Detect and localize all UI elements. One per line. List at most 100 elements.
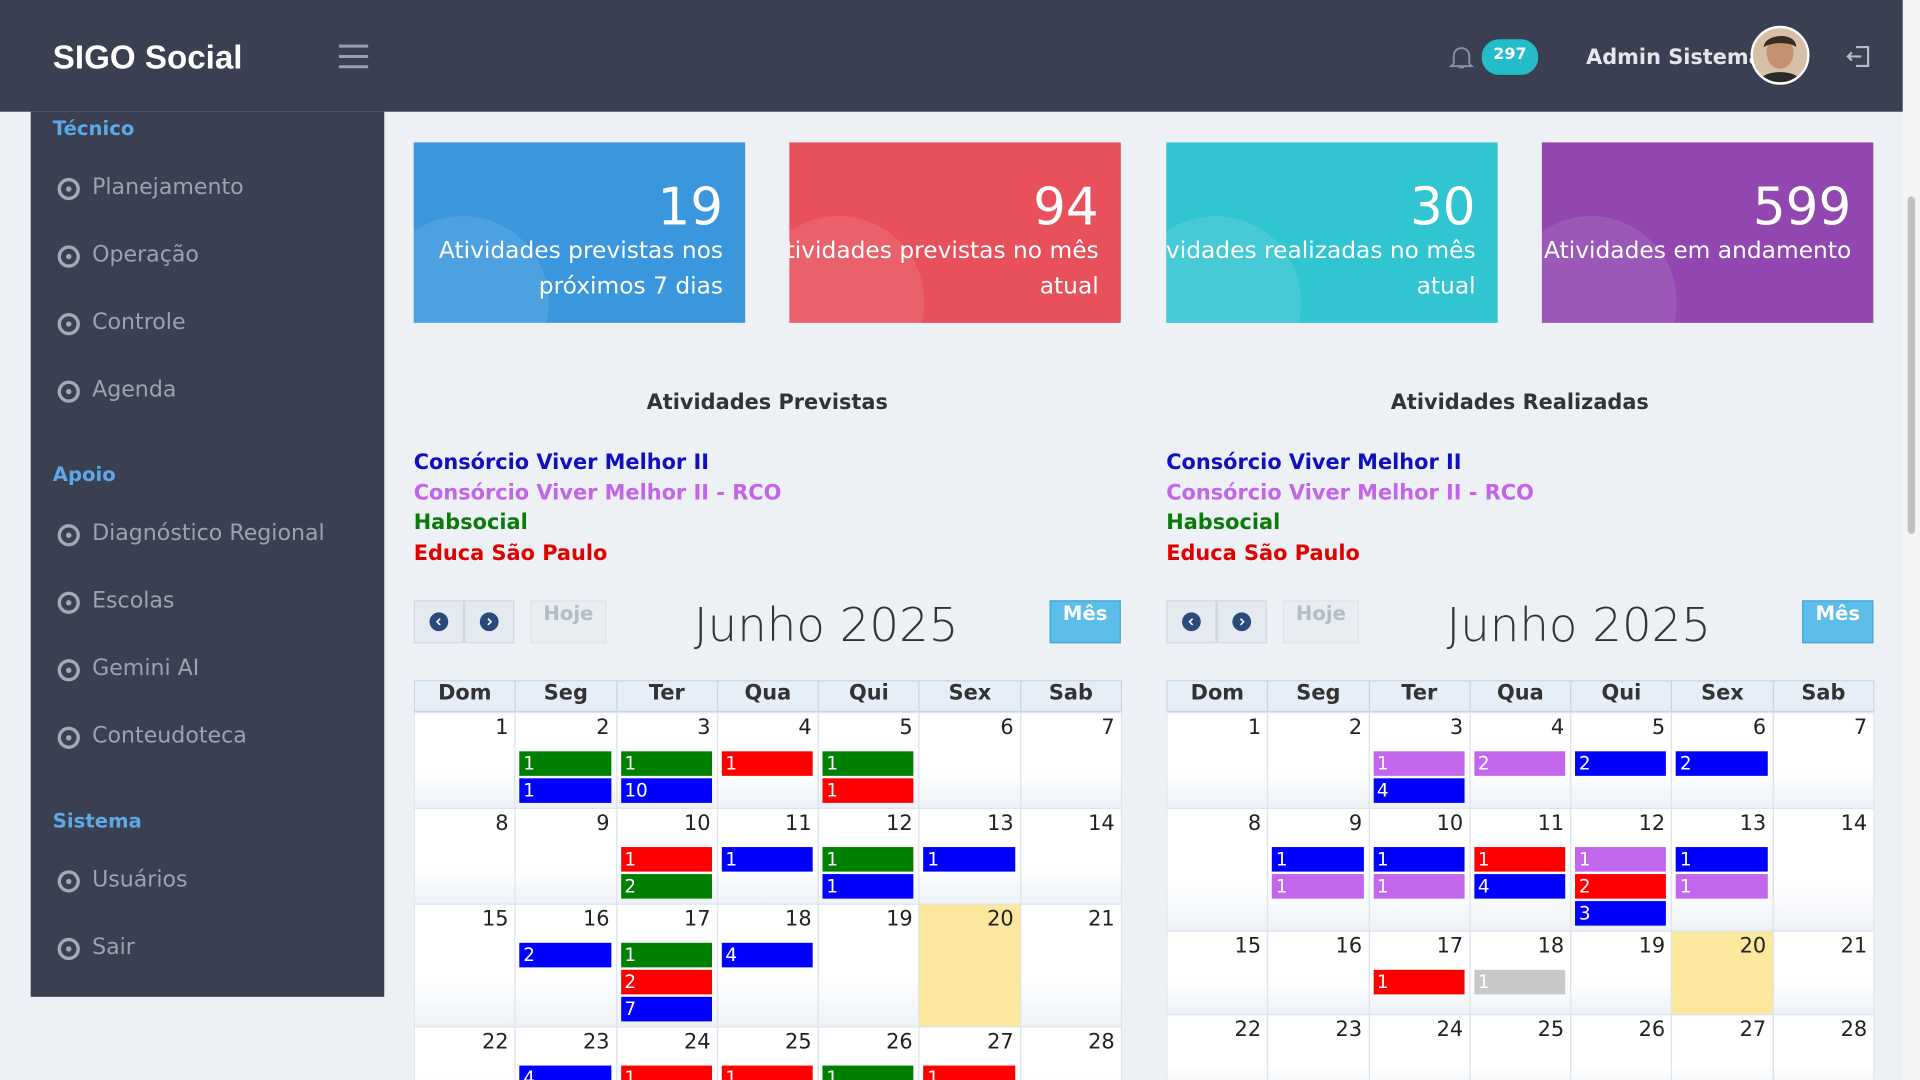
event-bar[interactable]: 1	[721, 847, 813, 872]
event-bar[interactable]: 1	[923, 847, 1015, 872]
event-bar[interactable]: 1	[721, 751, 813, 776]
event-bar[interactable]: 1	[620, 847, 712, 872]
day-cell: 2	[1267, 712, 1370, 810]
day-number: 20	[987, 907, 1014, 932]
weekday-header: Dom	[413, 680, 516, 713]
sidebar-item[interactable]: Conteudoteca	[53, 721, 372, 755]
event-bar[interactable]: 10	[620, 778, 712, 803]
menu-toggle[interactable]	[338, 42, 369, 71]
event-bar[interactable]: 3	[1575, 901, 1667, 926]
event-bar[interactable]: 2	[1575, 874, 1667, 899]
card-value: 30	[1409, 176, 1476, 237]
event-bar[interactable]: 2	[1676, 751, 1768, 776]
day-cell: 11 1	[716, 807, 819, 905]
event-bar[interactable]: 1	[1373, 751, 1465, 776]
day-cell: 20	[1671, 930, 1774, 1016]
day-cell: 19	[817, 903, 921, 1028]
day-number: 9	[1348, 811, 1363, 837]
day-number: 6	[1752, 715, 1767, 741]
event-bar[interactable]: 1	[1676, 847, 1768, 872]
sidebar-item[interactable]: Sair	[53, 932, 372, 966]
event-bar[interactable]: 1	[620, 942, 712, 968]
day-number: 11	[1537, 811, 1565, 837]
next-button[interactable]	[1216, 600, 1267, 644]
event-bar[interactable]: 1	[822, 778, 914, 803]
day-number: 26	[886, 1029, 913, 1055]
event-bar[interactable]: 4	[721, 942, 813, 968]
sidebar-item[interactable]: Operação	[53, 239, 372, 273]
event-bar[interactable]: 1	[1474, 847, 1566, 872]
sidebar-item[interactable]: Gemini AI	[53, 653, 372, 687]
event-bar[interactable]: 1	[519, 751, 611, 776]
next-button[interactable]	[464, 600, 515, 644]
logout[interactable]	[1845, 43, 1872, 70]
event-bar[interactable]: 1	[721, 1065, 813, 1080]
sidebar-item[interactable]: Controle	[53, 307, 372, 341]
event-bar[interactable]: 2	[519, 942, 611, 968]
day-cell: 10 1 1	[1368, 807, 1471, 932]
notification-badge[interactable]: 297	[1481, 39, 1539, 75]
month-button[interactable]: Mês	[1802, 600, 1874, 644]
event-bar[interactable]: 1	[822, 847, 914, 872]
legend-entry: Consórcio Viver Melhor II - RCO	[413, 480, 782, 506]
sidebar-item[interactable]: Agenda	[53, 374, 372, 408]
event-bar[interactable]: 1	[822, 751, 914, 776]
day-number: 9	[596, 811, 610, 837]
today-button[interactable]: Hoje	[530, 600, 607, 644]
event-bar[interactable]: 2	[620, 874, 712, 899]
user-name[interactable]: Admin Sistema	[1586, 45, 1763, 70]
event-bar[interactable]: 1	[923, 1065, 1015, 1080]
day-number: 10	[1436, 811, 1464, 837]
day-number: 27	[987, 1029, 1014, 1055]
card-decoration	[1541, 216, 1677, 323]
event-bar[interactable]: 2	[1474, 751, 1566, 776]
event-bar[interactable]: 1	[1373, 874, 1465, 899]
day-cell: 21	[1772, 930, 1875, 1016]
sidebar-item[interactable]: Planejamento	[53, 172, 372, 206]
month-button[interactable]: Mês	[1049, 600, 1121, 644]
notification-bell[interactable]	[1448, 44, 1475, 70]
day-number: 4	[1550, 715, 1565, 741]
sidebar-item[interactable]: Diagnóstico Regional	[53, 518, 372, 552]
event-bar[interactable]: 1	[1474, 969, 1566, 995]
event-bar[interactable]: 1	[1373, 847, 1465, 872]
weekday-header: Seg	[514, 680, 617, 713]
sidebar-item[interactable]: Escolas	[53, 586, 372, 620]
event-bar[interactable]: 1	[822, 1065, 914, 1080]
day-number: 18	[1537, 934, 1565, 959]
sidebar-icon-glyph	[57, 312, 80, 336]
event-bar[interactable]: 1	[1676, 874, 1768, 899]
day-cell: 24 1	[615, 1026, 718, 1080]
user-avatar[interactable]	[1750, 25, 1810, 85]
event-bar[interactable]: 1	[1272, 847, 1364, 872]
event-bar[interactable]: 1	[822, 874, 914, 899]
today-button[interactable]: Hoje	[1282, 600, 1359, 644]
event-bar[interactable]: 1	[519, 778, 611, 803]
day-number: 27	[1739, 1017, 1767, 1043]
event-bar[interactable]: 1	[1373, 969, 1465, 995]
prev-button[interactable]	[1166, 600, 1217, 644]
day-cell: 7	[1019, 712, 1123, 810]
event-bar[interactable]: 4	[519, 1065, 611, 1080]
event-bar[interactable]: 4	[1474, 874, 1566, 899]
event-bar[interactable]: 1	[620, 751, 712, 776]
stat-card: 94 Atividades previstas no mês atual	[789, 142, 1121, 323]
sidebar-item-label: Gemini AI	[92, 655, 200, 682]
day-cell: 1	[1166, 712, 1269, 810]
prev-button-glyph	[429, 612, 449, 632]
sidebar-item[interactable]: Usuários	[53, 864, 372, 898]
prev-button[interactable]	[413, 600, 465, 644]
event-bar[interactable]: 4	[1373, 778, 1465, 803]
day-cell: 22	[413, 1026, 516, 1080]
event-bar[interactable]: 7	[620, 996, 712, 1022]
event-bar[interactable]: 2	[620, 969, 712, 995]
sidebar-item-label: Controle	[92, 309, 186, 336]
event-bar[interactable]: 2	[1575, 751, 1667, 776]
day-number: 28	[1840, 1017, 1868, 1043]
stat-card: 30 Atividades realizadas no mês atual	[1166, 142, 1498, 323]
event-bar[interactable]: 1	[1575, 847, 1667, 872]
event-bar[interactable]: 1	[1272, 874, 1364, 899]
event-bar[interactable]: 1	[620, 1065, 712, 1080]
